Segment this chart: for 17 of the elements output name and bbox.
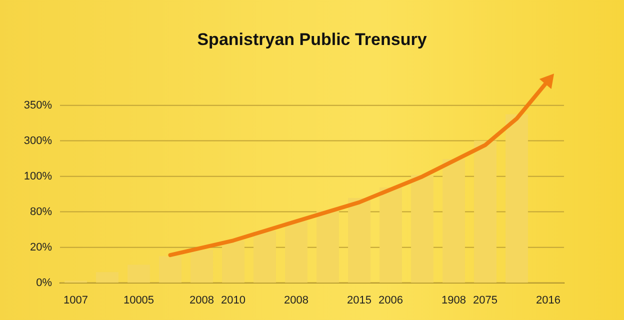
x-tick-label: 2075 xyxy=(473,294,498,306)
x-tick-label: 1908 xyxy=(442,294,466,306)
x-tick-label: 2008 xyxy=(190,294,214,306)
x-tick-label: 2008 xyxy=(284,294,308,306)
x-tick-label: 2006 xyxy=(378,294,403,306)
text: 300% xyxy=(24,134,52,147)
x-tick-label: 1007 xyxy=(64,294,88,306)
text: 80% xyxy=(30,206,52,218)
text: 350% xyxy=(24,99,52,112)
x-tick-label: 2015 xyxy=(347,294,372,306)
text: 20% xyxy=(30,241,52,254)
x-tick-label: 2016 xyxy=(536,294,560,306)
text: 100% xyxy=(24,170,52,182)
chart-title: Spanistryan Public Trensury xyxy=(197,30,428,49)
text: 0% xyxy=(36,276,52,289)
x-tick-label: 2010 xyxy=(221,294,246,306)
x-tick-label: 10005 xyxy=(123,294,154,306)
